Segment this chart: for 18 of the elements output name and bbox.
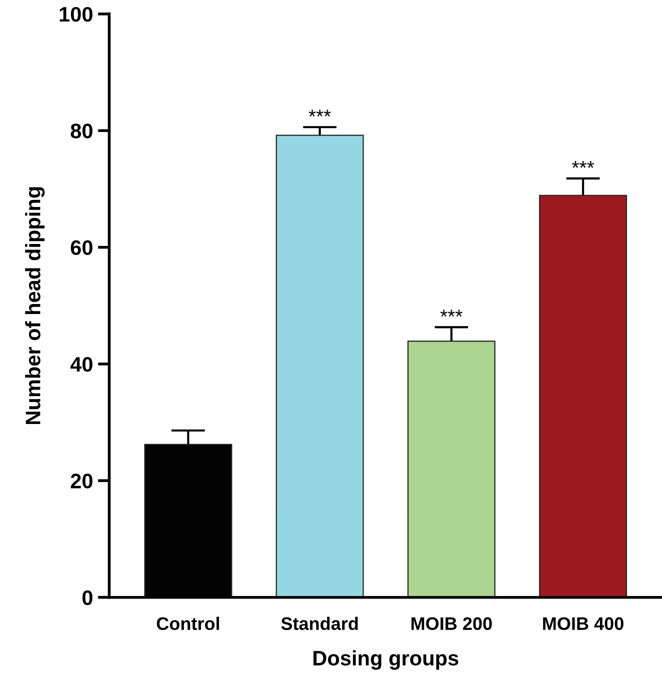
y-tick-label: 40 [70, 356, 92, 372]
x-tick-label: MOIB 200 [411, 617, 492, 630]
y-tick-label: 60 [70, 240, 92, 256]
y-tick-label: 80 [70, 124, 92, 138]
x-tick-label: Control [156, 616, 220, 630]
annotation: *** [308, 110, 331, 117]
annotation: *** [572, 161, 594, 168]
bar [407, 340, 496, 598]
y-tick-label: 0 [82, 590, 92, 606]
y-tick-label: 100 [60, 6, 92, 22]
x-axis-title: Dosing groups [314, 650, 458, 670]
y-axis-title: Number of head dipping [25, 187, 45, 424]
x-tick-label: MOIB 400 [543, 617, 624, 630]
annotation: *** [440, 310, 462, 317]
x-tick-label: Standard [281, 616, 358, 630]
bar [539, 194, 628, 598]
bar [276, 134, 364, 598]
y-tick-label: 20 [70, 474, 92, 488]
